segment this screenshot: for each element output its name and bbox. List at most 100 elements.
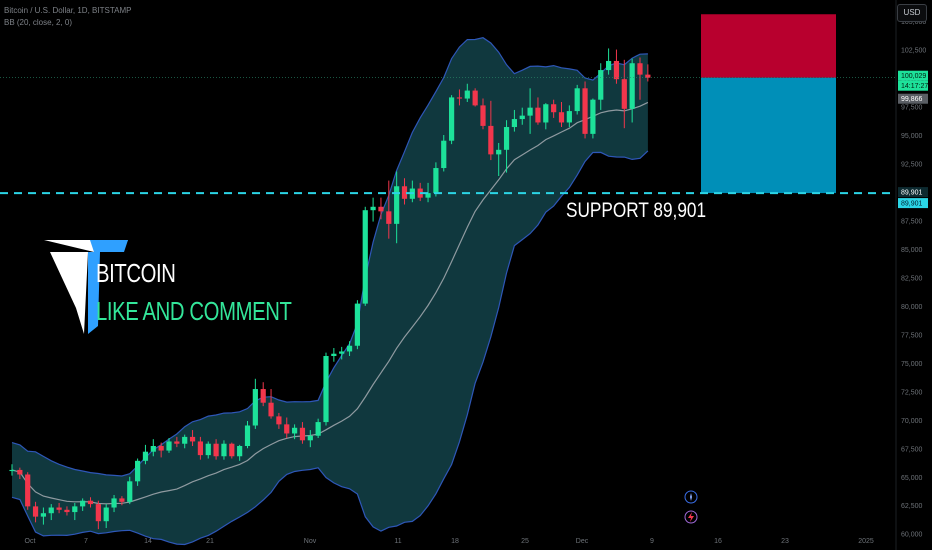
bollinger-basis-line <box>11 101 649 505</box>
candle-body <box>441 140 447 169</box>
bollinger-fill <box>12 37 648 545</box>
candle-body <box>613 60 620 80</box>
price-lines <box>0 77 896 195</box>
candle-body <box>95 504 101 522</box>
candle-body <box>119 498 125 502</box>
take-profit-zone[interactable] <box>701 77 836 194</box>
candle-body <box>362 210 368 304</box>
brand-subtitle: LIKE AND COMMENT <box>96 296 292 326</box>
candle-body <box>127 481 133 502</box>
y-tick-label: 62,500 <box>901 503 923 510</box>
candle-body <box>9 469 15 472</box>
support-annotation: SUPPORT 89,901 <box>566 199 707 222</box>
candle-body <box>386 211 392 224</box>
x-tick-label: Oct <box>25 538 36 545</box>
candle-body <box>25 474 31 507</box>
candle-body <box>527 107 533 116</box>
candle-body <box>166 441 172 451</box>
candle-body <box>56 507 62 510</box>
candle-body <box>590 99 596 134</box>
x-tick-label: 18 <box>451 538 459 545</box>
candle-body <box>519 115 525 120</box>
indicator-legend[interactable]: BB (20, close, 2, 0) <box>4 18 73 27</box>
replay-icon[interactable] <box>684 490 698 504</box>
candle-body <box>339 351 345 354</box>
candle-body <box>433 168 439 194</box>
y-tick-label: 82,500 <box>901 275 923 282</box>
prev-price-label: 99,866 <box>901 96 923 103</box>
candle-body <box>229 443 235 457</box>
candle-body <box>174 441 180 444</box>
candle-body <box>535 107 541 123</box>
candle-body <box>135 460 141 482</box>
candle-body <box>158 446 164 451</box>
x-tick-label: 25 <box>521 538 529 545</box>
support-price-label-2: 89,901 <box>901 201 923 208</box>
candle-body <box>17 469 23 475</box>
support-price-label-bg <box>898 187 928 198</box>
candle-body <box>315 422 321 436</box>
candle-body <box>197 441 203 456</box>
alert-icon[interactable] <box>684 510 698 524</box>
candle-body <box>629 63 635 109</box>
bollinger-lower-line <box>11 150 649 546</box>
candle-body <box>252 389 258 426</box>
x-tick-label: 2025 <box>858 538 874 545</box>
candle-body <box>472 90 478 106</box>
y-tick-label: 97,500 <box>901 105 923 112</box>
candle-body <box>480 105 486 126</box>
axes: 60,000 62,500 65,000 67,500 70,000 72,500 75,0… <box>25 0 928 550</box>
symbol-header[interactable]: Bitcoin / U.S. Dollar, 1D, BITSTAMP <box>4 6 132 15</box>
last-price-label: 100,029 <box>901 73 926 80</box>
candle-body <box>331 353 337 357</box>
candle-body <box>621 79 627 109</box>
y-tick-label: 70,000 <box>901 418 923 425</box>
bollinger-upper-line <box>11 37 648 477</box>
y-tick-label: 80,000 <box>901 304 923 311</box>
x-tick-label: 11 <box>394 538 401 545</box>
bollinger-bands <box>11 37 649 546</box>
candle-body <box>268 402 274 417</box>
support-price-label: 89,901 <box>901 190 923 197</box>
candle-body <box>103 507 109 522</box>
candle-body <box>244 425 251 447</box>
candle-body <box>40 513 46 517</box>
candle-body <box>637 63 643 75</box>
y-tick-label: 72,500 <box>901 389 923 396</box>
countdown-label-bg <box>898 80 928 91</box>
candle-body <box>189 436 196 442</box>
trade-zones <box>701 14 836 194</box>
candle-body <box>574 88 580 112</box>
candle-body <box>425 193 431 198</box>
candle-body <box>292 427 298 434</box>
candle-body <box>566 111 572 123</box>
x-tick-label: 23 <box>781 538 789 545</box>
candle-body <box>449 97 455 141</box>
candle-body <box>237 446 243 457</box>
currency-button[interactable]: USD <box>897 4 927 22</box>
candle-body <box>221 443 227 457</box>
candle-body <box>543 104 549 123</box>
candle-body <box>80 500 86 507</box>
candle-body <box>142 451 149 461</box>
stop-loss-zone[interactable] <box>701 14 836 78</box>
candle-body <box>394 186 400 224</box>
candlesticks <box>9 48 651 530</box>
candle-body <box>213 443 219 457</box>
logo-icon <box>44 240 128 334</box>
x-tick-label: Dec <box>576 538 589 545</box>
candle-body <box>276 416 282 425</box>
x-tick-label: 21 <box>206 538 214 545</box>
candle-body <box>299 427 306 441</box>
candle-body <box>354 303 360 346</box>
candle-body <box>456 97 463 99</box>
candle-body <box>182 436 188 444</box>
candle-body <box>284 424 290 434</box>
candle-body <box>598 70 604 100</box>
candle-body <box>346 345 353 352</box>
candle-body <box>503 127 510 150</box>
y-tick-label: 105,000 <box>901 19 926 26</box>
y-tick-label: 65,000 <box>901 475 923 482</box>
countdown-label: 14:17:27 <box>901 83 928 90</box>
